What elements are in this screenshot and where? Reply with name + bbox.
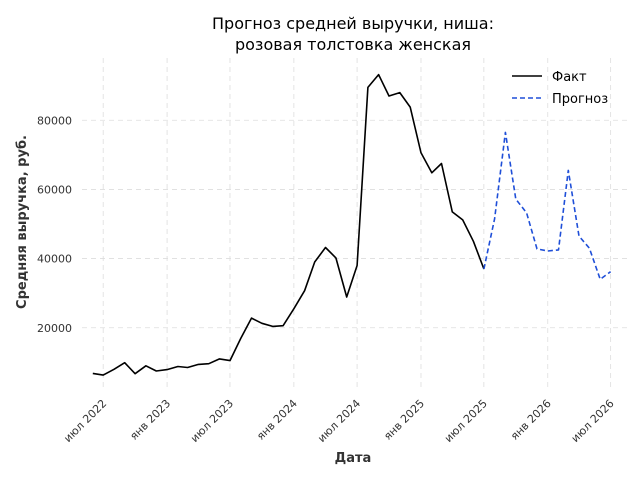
y-tick-label: 60000 xyxy=(37,183,72,196)
y-axis-label: Средняя выручка, руб. xyxy=(15,135,30,309)
x-tick-label: янв 2024 xyxy=(254,397,300,443)
legend-label-fact: Факт xyxy=(552,70,587,85)
x-axis-label: Дата xyxy=(335,451,372,466)
grid xyxy=(82,58,628,390)
series-line-forecast xyxy=(483,131,612,281)
x-tick-label: июл 2023 xyxy=(188,397,236,445)
legend-label-forecast: Прогноз xyxy=(552,92,608,107)
series-line-fact xyxy=(92,73,485,376)
y-axis-ticks: 20000 40000 60000 80000 xyxy=(37,114,72,335)
x-tick-label: июл 2026 xyxy=(569,397,617,445)
x-tick-label: июл 2025 xyxy=(442,397,490,445)
legend: Факт Прогноз xyxy=(512,70,608,107)
chart-title-line-2: розовая толстовка женская xyxy=(235,35,471,54)
y-tick-label: 80000 xyxy=(37,114,72,127)
y-tick-label: 20000 xyxy=(37,322,72,335)
series-lines xyxy=(92,73,612,376)
x-tick-label: янв 2023 xyxy=(127,397,173,443)
x-axis-ticks: июл 2022 янв 2023 июл 2023 янв 2024 июл 2024… xyxy=(61,397,616,445)
y-tick-label: 40000 xyxy=(37,253,72,266)
chart-title-line-1: Прогноз средней выручки, ниша: xyxy=(212,14,494,33)
x-tick-label: янв 2026 xyxy=(508,397,554,443)
x-tick-label: июл 2022 xyxy=(61,397,109,445)
x-tick-label: июл 2024 xyxy=(315,397,363,445)
x-tick-label: янв 2025 xyxy=(381,397,427,443)
